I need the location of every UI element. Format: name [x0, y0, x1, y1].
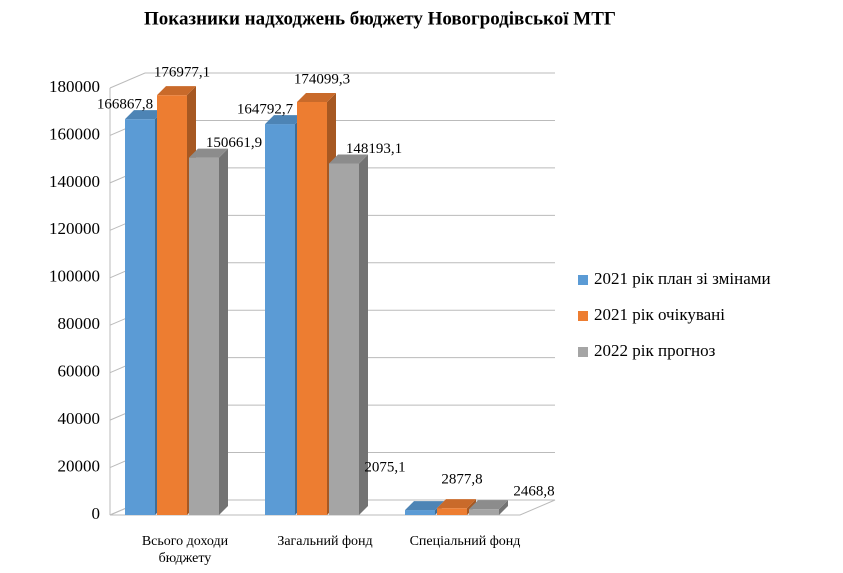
bar: [469, 500, 508, 515]
data-label: 148193,1: [346, 141, 402, 157]
bar-top: [265, 115, 304, 125]
chart-title: Показники надходжень бюджету Новогродівс…: [144, 8, 616, 29]
legend-label: 2022 рік прогноз: [594, 341, 716, 360]
legend-swatch: [578, 347, 588, 357]
x-tick-label: Спеціальний фонд: [409, 534, 521, 549]
bar-top: [329, 154, 368, 164]
grid-line: [109, 72, 555, 89]
y-tick-label: 20000: [58, 456, 101, 475]
data-label: 2075,1: [364, 459, 405, 475]
bar-top: [469, 500, 508, 510]
data-label: 2877,8: [441, 471, 482, 487]
x-tick-label: Загальний фонд: [277, 534, 373, 549]
bar-front: [157, 95, 187, 515]
data-label: 164792,7: [237, 102, 294, 118]
bar: [189, 148, 228, 515]
y-tick-label: 140000: [49, 172, 100, 191]
bar-top: [157, 86, 196, 96]
legend-label: 2021 рік очікувані: [594, 305, 725, 324]
legend-swatch: [578, 311, 588, 321]
y-tick-label: 180000: [49, 77, 100, 96]
data-label: 166867,8: [97, 97, 153, 113]
bar-top: [405, 501, 444, 511]
bar-top: [125, 110, 164, 120]
bar-side: [359, 154, 368, 515]
y-tick-label: 0: [92, 504, 101, 523]
legend-swatch: [578, 275, 588, 285]
bar-top: [297, 92, 336, 102]
bar-front: [265, 124, 295, 515]
bar-front: [329, 163, 359, 515]
bar-front: [189, 157, 219, 515]
y-tick-label: 160000: [49, 124, 100, 143]
data-label: 174099,3: [294, 71, 350, 87]
y-tick-label: 60000: [58, 362, 101, 381]
y-tick-label: 80000: [58, 314, 101, 333]
bar: [329, 154, 368, 515]
bar-top: [189, 148, 228, 158]
data-label: 2468,8: [513, 483, 554, 499]
y-tick-label: 40000: [58, 409, 101, 428]
bar-side: [219, 148, 228, 515]
bar-front: [405, 510, 435, 515]
x-tick-label: Всього доходи бюджету: [141, 534, 229, 566]
bar-top: [437, 499, 476, 509]
y-tick-label: 120000: [49, 219, 100, 238]
bar-front: [469, 509, 499, 515]
data-label: 176977,1: [154, 65, 210, 81]
data-label: 150661,9: [206, 135, 262, 151]
bar-front: [297, 101, 327, 515]
bar-front: [437, 508, 467, 515]
legend-label: 2021 рік план зі змінами: [594, 269, 771, 288]
bar-front: [125, 119, 155, 515]
y-tick-label: 100000: [49, 267, 100, 286]
bar-side: [499, 500, 508, 515]
